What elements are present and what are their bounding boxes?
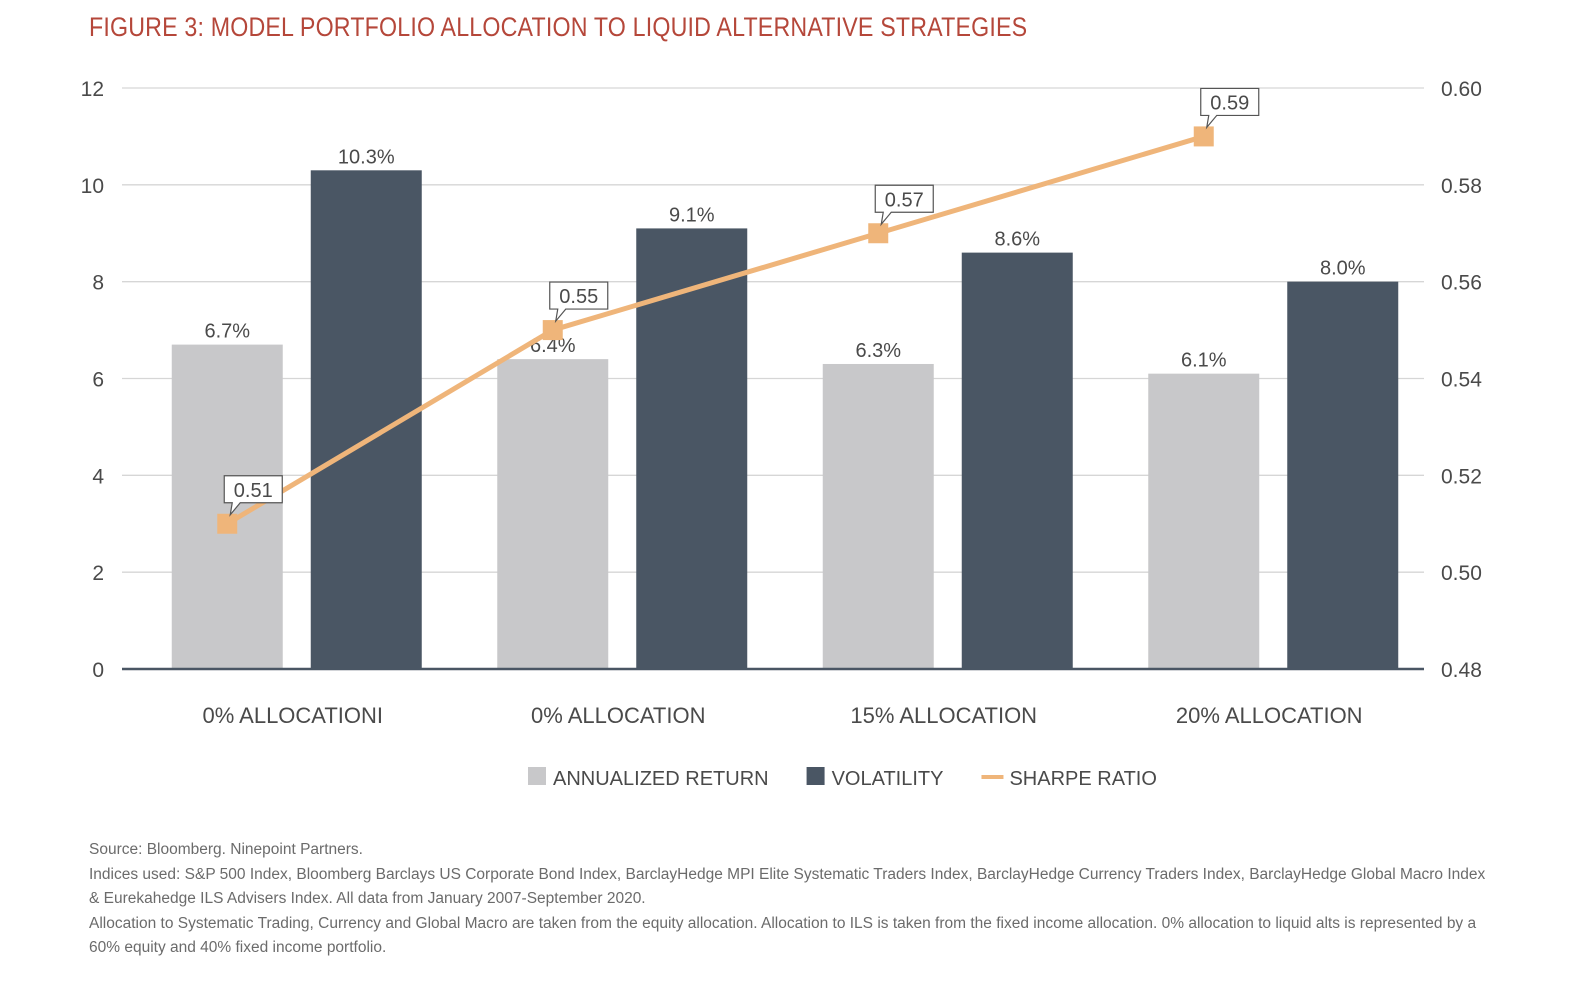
sharpe-value-label: 0.57 <box>885 189 924 211</box>
x-category-label: 0% ALLOCATION <box>531 703 705 728</box>
sharpe-ratio-marker <box>868 223 889 244</box>
y-right-tick-label: 0.58 <box>1441 175 1482 198</box>
y-left-tick-label: 12 <box>81 78 104 101</box>
y-left-tick-label: 10 <box>81 175 104 198</box>
y-right-tick-label: 0.50 <box>1441 562 1482 585</box>
sharpe-callout-box <box>223 475 283 517</box>
bar-value-label: 6.7% <box>204 321 250 343</box>
bar-value-label: 10.3% <box>338 146 395 168</box>
bar-value-label: 6.1% <box>1181 350 1227 372</box>
source-note: Source: Bloomberg. Ninepoint Partners. <box>89 841 363 858</box>
sharpe-ratio-line <box>225 134 1205 526</box>
x-category-label: 15% ALLOCATION <box>850 703 1037 728</box>
bar-value-label: 6.3% <box>855 340 901 362</box>
bar <box>822 363 934 669</box>
sharpe-ratio-marker <box>542 320 563 341</box>
y-right-tick-label: 0.56 <box>1441 272 1482 295</box>
y-right-tick-label: 0.52 <box>1441 465 1482 488</box>
x-category-label: 0% ALLOCATIONI <box>202 703 383 728</box>
sharpe-value-label: 0.51 <box>234 480 273 502</box>
legend-label: ANNUALIZED RETURN <box>553 768 769 790</box>
y-left-tick-label: 8 <box>92 272 104 295</box>
sharpe-value-label: 0.55 <box>559 286 598 308</box>
bar <box>497 359 609 669</box>
sharpe-callout-box <box>874 184 934 227</box>
y-left-tick-label: 4 <box>92 465 104 488</box>
y-left-tick-label: 0 <box>92 659 104 682</box>
sharpe-ratio-marker <box>1193 126 1214 147</box>
bar-value-label: 8.0% <box>1320 258 1366 280</box>
legend-label: VOLATILITY <box>832 768 944 790</box>
sharpe-callout-box <box>549 281 609 324</box>
bar-value-label: 8.6% <box>994 229 1040 251</box>
allocation-note: Allocation to Systematic Trading, Curren… <box>89 914 1477 957</box>
chart-title: FIGURE 3: MODEL PORTFOLIO ALLOCATION TO … <box>89 12 1028 42</box>
bar-value-label: 9.1% <box>669 204 715 226</box>
y-right-tick-label: 0.54 <box>1441 369 1482 392</box>
sharpe-callout-box <box>1200 87 1260 130</box>
combo-chart: 0 0.48 2 0.50 4 0.52 6 0.54 8 0.56 10 0.58 12 0.60 6.7… <box>81 78 1483 790</box>
bar <box>171 344 283 669</box>
y-left-tick-label: 2 <box>92 562 104 585</box>
bar-value-label: 6.4% <box>530 335 576 357</box>
legend-label: SHARPE RATIO <box>1009 768 1156 790</box>
y-left-tick-label: 6 <box>92 369 104 392</box>
indices-note: Indices used: S&P 500 Index, Bloomberg B… <box>89 865 1486 908</box>
bar <box>961 252 1073 669</box>
y-right-tick-label: 0.48 <box>1441 659 1482 682</box>
bar <box>1148 373 1260 669</box>
bar <box>636 228 748 670</box>
y-right-tick-label: 0.60 <box>1441 78 1482 101</box>
legend-swatch <box>806 767 825 785</box>
sharpe-ratio-marker <box>217 513 238 534</box>
sharpe-value-label: 0.59 <box>1210 92 1249 114</box>
x-category-label: 20% ALLOCATION <box>1176 703 1363 728</box>
legend-swatch <box>528 767 546 785</box>
chart-notes: Source: Bloomberg. Ninepoint Partners. I… <box>89 838 1489 961</box>
bar <box>1287 281 1399 669</box>
